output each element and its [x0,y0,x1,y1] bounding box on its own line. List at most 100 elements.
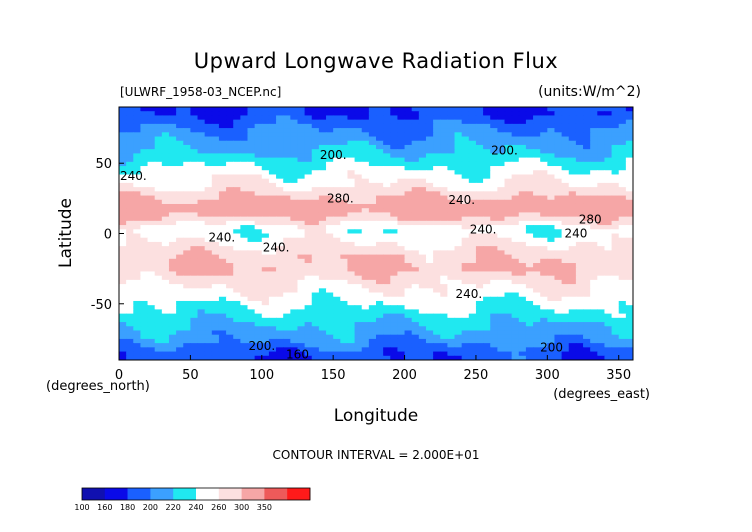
heatmap-cell [611,326,620,332]
heatmap-cell [154,351,163,357]
heatmap-cell [154,241,163,247]
heatmap-cell [183,322,191,327]
heatmap-cell [404,187,413,192]
heatmap-cell [197,174,206,180]
heatmap-cell [297,355,306,360]
heatmap-cell [197,187,206,192]
heatmap-cell [568,149,577,154]
heatmap-cell [568,174,577,180]
heatmap-cell [461,212,470,218]
heatmap-cell [504,157,513,163]
heatmap-cell [190,187,199,192]
heatmap-cell [247,107,256,112]
heatmap-cell [418,182,427,188]
heatmap-cell [154,305,163,310]
heatmap-cell [504,305,513,310]
heatmap-cell [418,313,427,319]
heatmap-cell [504,136,513,142]
heatmap-cell [583,170,591,176]
heatmap-cell [368,317,377,323]
heatmap-cell [504,351,513,357]
heatmap-cell [347,187,356,192]
heatmap-cell [425,182,434,188]
heatmap-cell [411,338,420,344]
heatmap-cell [583,246,591,251]
heatmap-cell [383,140,391,146]
heatmap-cell [376,279,384,285]
heatmap-cell [575,119,584,125]
heatmap-cell [404,343,413,348]
heatmap-cell [176,199,184,205]
heatmap-cell [525,254,534,260]
heatmap-cell [168,347,177,353]
heatmap-cell [404,288,413,294]
heatmap-cell [404,225,413,230]
heatmap-cell [425,246,434,251]
heatmap-cell [468,279,477,285]
heatmap-cell [490,157,498,163]
heatmap-cell [168,220,177,226]
heatmap-cell [176,115,184,121]
heatmap-cell [511,250,520,256]
heatmap-cell [226,233,234,239]
heatmap-cell [190,246,199,251]
heatmap-cell [183,250,191,256]
heatmap-cell [440,317,448,323]
heatmap-cell [140,157,149,163]
heatmap-cell [568,271,577,277]
heatmap-cell [376,343,384,348]
heatmap-cell [140,174,149,180]
heatmap-cell [397,271,406,277]
heatmap-cell [126,309,134,315]
heatmap-cell [283,271,291,277]
heatmap-cell [575,136,584,142]
heatmap-cell [597,355,606,360]
heatmap-cell [368,326,377,332]
heatmap-cell [354,271,363,277]
heatmap-cell [318,144,327,150]
heatmap-cell [333,343,341,348]
heatmap-cell [554,178,563,184]
heatmap-cell [254,275,263,281]
heatmap-cell [218,225,227,230]
heatmap-cell [119,229,127,235]
heatmap-cell [447,191,456,197]
heatmap-cell [568,187,577,192]
heatmap-cell [119,288,127,294]
heatmap-cell [368,296,377,302]
heatmap-cell [147,296,156,302]
heatmap-cell [383,279,391,285]
heatmap-cell [318,305,327,310]
heatmap-cell [268,237,277,243]
heatmap-cell [583,334,591,340]
heatmap-cell [625,241,633,247]
heatmap-cell [533,233,541,239]
heatmap-cell [368,258,377,264]
heatmap-cell [297,208,306,214]
heatmap-cell [590,187,598,192]
heatmap-cell [290,351,299,357]
heatmap-cell [533,144,541,150]
heatmap-cell [268,203,277,209]
heatmap-cell [554,351,563,357]
heatmap-cell [333,250,341,256]
heatmap-cell [433,237,441,243]
heatmap-cell [254,233,263,239]
heatmap-cell [176,157,184,163]
heatmap-cell [618,279,627,285]
heatmap-cell [504,284,513,289]
heatmap-cell [161,203,170,209]
heatmap-cell [447,271,456,277]
heatmap-cell [583,305,591,310]
heatmap-cell [561,347,570,353]
heatmap-cell [404,216,413,222]
heatmap-cell [490,161,498,167]
heatmap-cell [383,212,391,218]
heatmap-cell [404,195,413,201]
heatmap-cell [475,322,484,327]
heatmap-cell [190,338,199,344]
heatmap-cell [468,267,477,273]
heatmap-cell [404,292,413,298]
heatmap-cell [133,263,142,268]
heatmap-cell [383,199,391,205]
